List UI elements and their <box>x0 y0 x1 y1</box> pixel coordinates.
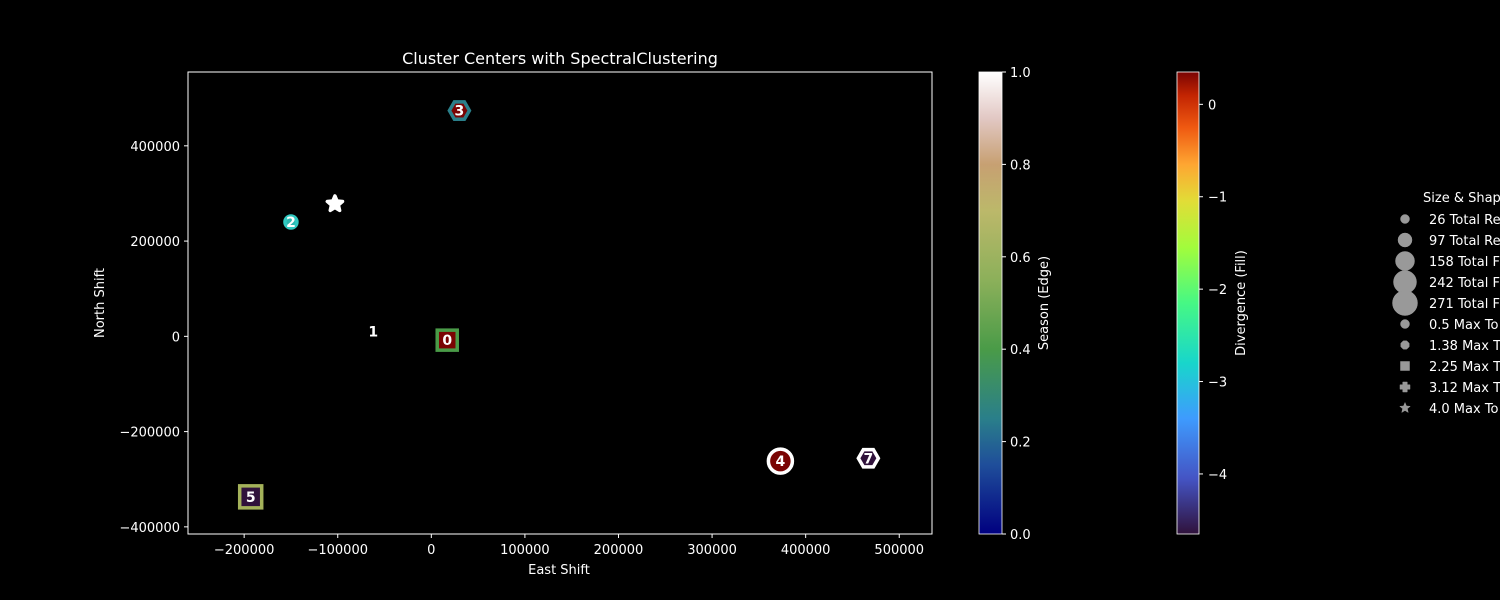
x-tick-label: 400000 <box>781 543 831 558</box>
legend-entry: 271 Total F <box>1392 290 1500 316</box>
divergence-tick-label: −2 <box>1208 283 1227 298</box>
cluster-point <box>325 194 345 213</box>
cluster-points: 0 1 2 3 4 5 7 <box>237 100 881 510</box>
cluster-point: 0 <box>435 328 459 352</box>
legend-label: 1.38 Max T <box>1429 339 1500 354</box>
legend-marker <box>1400 340 1410 350</box>
legend-entry: 0.5 Max To <box>1400 318 1499 333</box>
legend-marker <box>1400 214 1410 224</box>
cluster-point: 1 <box>368 325 378 341</box>
legend-marker <box>1395 251 1415 271</box>
legend-label: 271 Total F <box>1429 297 1500 312</box>
divergence-tick-label: −3 <box>1208 376 1227 391</box>
chart-title: Cluster Centers with SpectralClustering <box>402 49 718 68</box>
cluster-marker <box>856 447 881 469</box>
y-tick-label: 200000 <box>130 235 180 250</box>
legend-label: 26 Total Re <box>1429 213 1500 228</box>
cluster-marker <box>766 447 795 475</box>
season-colorbar-label: Season (Edge) <box>1037 256 1052 350</box>
legend-entry: 3.12 Max T <box>1399 381 1500 396</box>
legend-entry: 158 Total F <box>1395 251 1500 271</box>
legend-label: 97 Total Re <box>1429 234 1500 249</box>
y-tick-label: −400000 <box>119 521 180 536</box>
legend-label: 242 Total F <box>1429 276 1500 291</box>
season-tick-label: 0.6 <box>1010 251 1031 266</box>
season-tick-label: 0.8 <box>1010 158 1031 173</box>
legend-entry: 26 Total Re <box>1400 213 1500 228</box>
cluster-label: 0 <box>442 333 452 349</box>
x-tick-label: 0 <box>427 543 435 558</box>
y-tick-label: 400000 <box>130 140 180 155</box>
cluster-point: 5 <box>237 484 264 510</box>
legend-label: 4.0 Max To <box>1429 402 1499 417</box>
legend-label: 0.5 Max To <box>1429 318 1499 333</box>
cluster-marker <box>447 100 472 121</box>
season-tick-label: 0.4 <box>1010 343 1031 358</box>
cluster-marker <box>435 328 459 352</box>
plot-area-frame <box>187 71 933 535</box>
y-axis-ticks: −400000 −200000 0 200000 400000 <box>119 140 188 536</box>
x-tick-label: 200000 <box>594 543 644 558</box>
season-tick-label: 0.2 <box>1010 436 1031 451</box>
legend-marker <box>1392 290 1418 316</box>
divergence-colorbar <box>1176 71 1200 535</box>
x-axis-ticks: −200000 −100000 0 100000 200000 300000 400000 5… <box>214 534 924 558</box>
x-tick-label: 500000 <box>874 543 924 558</box>
season-tick-label: 0.0 <box>1010 528 1031 543</box>
divergence-tick-label: −4 <box>1208 468 1227 483</box>
cluster-marker <box>325 194 345 213</box>
x-tick-label: −200000 <box>214 543 275 558</box>
divergence-tick-label: −1 <box>1208 191 1227 206</box>
legend-marker <box>1400 319 1410 329</box>
cluster-point: 4 <box>766 447 795 475</box>
x-tick-label: 300000 <box>687 543 737 558</box>
divergence-colorbar-ticks: −4 −3 −2 −1 0 <box>1199 98 1227 483</box>
y-axis-label: North Shift <box>93 268 108 338</box>
legend-label: 158 Total F <box>1429 255 1500 270</box>
legend-label: 3.12 Max T <box>1429 381 1500 396</box>
cluster-point: 7 <box>856 447 881 469</box>
season-tick-label: 1.0 <box>1010 66 1031 81</box>
cluster-label: 4 <box>776 454 786 470</box>
size-shape-legend: 26 Total Re 97 Total Re 158 Total F 242 Tot… <box>1392 213 1500 417</box>
legend-entry: 4.0 Max To <box>1399 402 1499 417</box>
cluster-label: 5 <box>246 490 256 506</box>
legend-label: 2.25 Max T <box>1429 360 1500 375</box>
cluster-marker <box>283 214 299 230</box>
legend-marker <box>1400 361 1410 371</box>
legend-title: Size & Shap <box>1423 191 1500 206</box>
legend-marker <box>1393 270 1417 294</box>
y-tick-label: −200000 <box>119 426 180 441</box>
cluster-label: 7 <box>863 451 873 467</box>
legend-marker <box>1397 232 1413 248</box>
legend-entry: 1.38 Max T <box>1400 339 1500 354</box>
cluster-marker <box>237 484 264 510</box>
legend-entry: 97 Total Re <box>1397 232 1500 249</box>
divergence-colorbar-label: Divergence (Fill) <box>1234 250 1249 356</box>
x-tick-label: −100000 <box>307 543 368 558</box>
cluster-label: 3 <box>455 104 465 120</box>
y-tick-label: 0 <box>172 330 180 345</box>
cluster-point: 3 <box>447 100 472 121</box>
cluster-point: 2 <box>283 214 299 231</box>
season-colorbar <box>978 71 1003 535</box>
legend-entry: 242 Total F <box>1393 270 1500 294</box>
cluster-label: 2 <box>286 215 296 231</box>
legend-marker <box>1399 402 1411 413</box>
season-colorbar-ticks: 0.0 0.2 0.4 0.6 0.8 1.0 <box>1002 66 1031 543</box>
divergence-tick-label: 0 <box>1208 98 1216 113</box>
x-tick-label: 100000 <box>500 543 550 558</box>
x-axis-label: East Shift <box>528 563 590 578</box>
legend-entry: 2.25 Max T <box>1400 360 1500 375</box>
cluster-label: 1 <box>368 325 378 341</box>
legend-marker <box>1399 381 1411 393</box>
